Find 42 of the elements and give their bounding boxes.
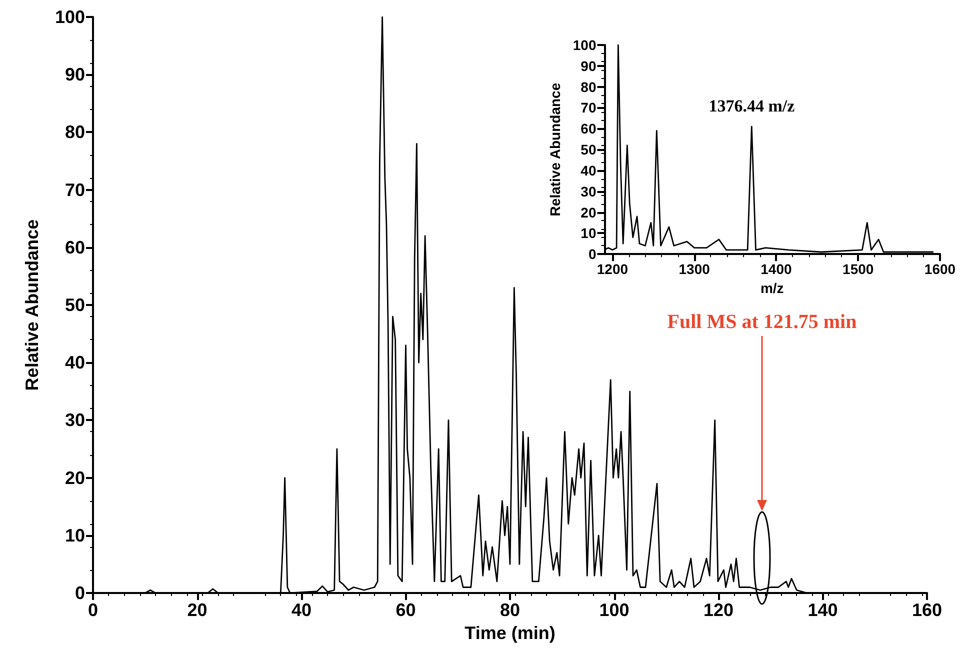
- x-tick-label: 20: [187, 600, 208, 620]
- x-tick-label: 1300: [678, 261, 710, 278]
- y-tick-label: 0: [588, 246, 596, 262]
- y-tick-label: 100: [572, 37, 596, 53]
- y-tick-label: 0: [74, 583, 85, 603]
- x-tick-label: 1400: [760, 261, 792, 278]
- y-tick-label: 60: [64, 237, 85, 258]
- y-axis-title: Relative Abundance: [22, 219, 42, 391]
- y-tick-label: 100: [54, 7, 85, 27]
- y-tick-label: 70: [580, 100, 596, 116]
- x-axis-title: Time (min): [464, 622, 556, 643]
- y-tick-label: 20: [64, 468, 85, 488]
- y-tick-label: 60: [580, 120, 596, 137]
- y-tick-label: 80: [64, 122, 85, 142]
- x-tick-label: 40: [291, 600, 312, 620]
- y-tick-label: 70: [64, 180, 85, 200]
- x-tick-label: 80: [500, 600, 520, 620]
- y-tick-label: 50: [64, 295, 85, 315]
- y-tick-label: 40: [580, 162, 596, 178]
- annotation: Full MS at 121.75 min: [667, 311, 857, 333]
- x-tick-label: 160: [912, 600, 942, 620]
- x-tick-label: 60: [396, 600, 416, 620]
- y-tick-label: 10: [580, 225, 596, 242]
- y-tick-label: 20: [580, 204, 596, 220]
- y-tick-label: 90: [580, 58, 596, 74]
- annotation: 1376.44 m/z: [708, 96, 796, 116]
- x-axis-title: m/z: [760, 280, 784, 296]
- x-tick-label: 1200: [596, 261, 628, 278]
- x-tick-label: 100: [599, 600, 630, 620]
- x-tick-label: 140: [808, 600, 838, 620]
- x-tick-label: 1600: [924, 261, 956, 278]
- y-axis-title: Relative Abundance: [547, 82, 563, 216]
- y-tick-label: 40: [64, 352, 85, 373]
- y-tick-label: 80: [580, 78, 596, 95]
- x-tick-label: 0: [88, 600, 98, 620]
- y-tick-label: 90: [64, 64, 85, 85]
- x-tick-label: 1500: [842, 261, 874, 278]
- y-tick-label: 10: [64, 525, 85, 546]
- y-tick-label: 30: [580, 183, 596, 200]
- x-tick-label: 120: [703, 600, 734, 620]
- y-tick-label: 30: [64, 410, 85, 430]
- y-tick-label: 50: [580, 142, 596, 158]
